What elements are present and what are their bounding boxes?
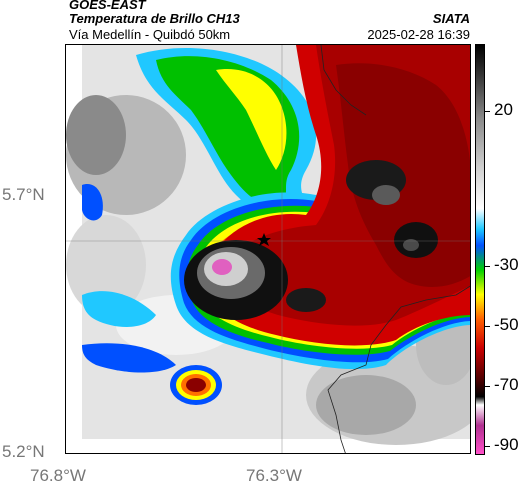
source-label: SIATA bbox=[432, 11, 470, 26]
map-canvas bbox=[66, 45, 470, 453]
product-title: Temperatura de Brillo CH13 bbox=[69, 11, 240, 26]
colorbar-label-neg70: -70 bbox=[494, 375, 519, 394]
colorbar-label-neg90: -90 bbox=[494, 435, 519, 454]
lat-label-5-7: 5.7°N bbox=[2, 185, 45, 204]
lon-label-76-8: 76.8°W bbox=[30, 466, 86, 485]
satellite-map[interactable] bbox=[65, 44, 471, 454]
colorbar-tick bbox=[485, 326, 490, 327]
colorbar bbox=[475, 44, 485, 455]
colorbar-tick bbox=[485, 446, 490, 447]
lat-label-5-2: 5.2°N bbox=[2, 442, 45, 461]
star-icon bbox=[257, 233, 271, 246]
colorbar-tick bbox=[485, 111, 490, 112]
satellite-title: GOES-EAST bbox=[69, 0, 146, 12]
timestamp: 2025-02-28 16:39 bbox=[367, 27, 470, 42]
colorbar-label-neg50: -50 bbox=[494, 315, 519, 334]
colorbar-label-20: 20 bbox=[494, 100, 513, 119]
region-subtitle: Vía Medellín - Quibdó 50km bbox=[69, 27, 231, 42]
colorbar-tick bbox=[485, 386, 490, 387]
lon-label-76-3: 76.3°W bbox=[246, 466, 302, 485]
colorbar-tick bbox=[485, 266, 490, 267]
colorbar-label-neg30: -30 bbox=[494, 255, 519, 274]
